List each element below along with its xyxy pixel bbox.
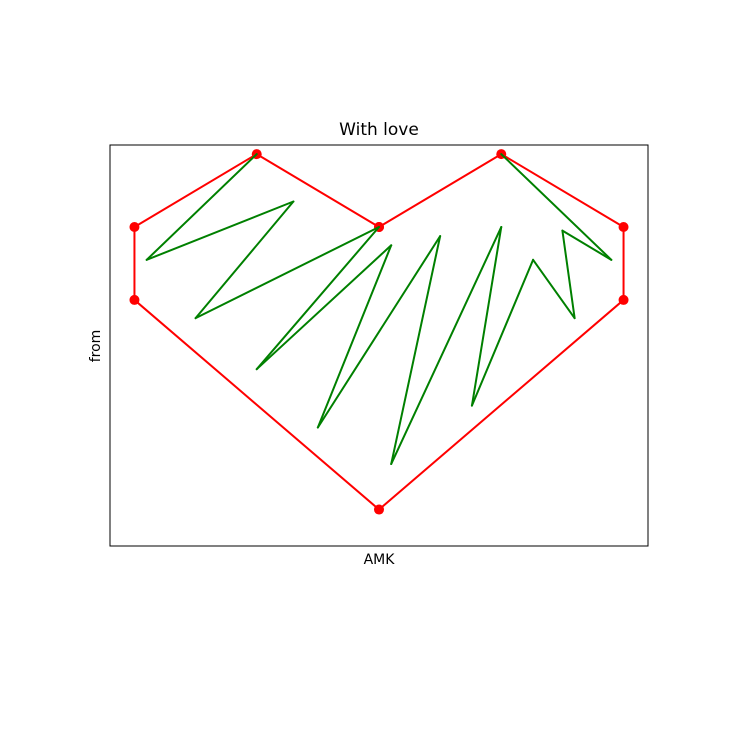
series-1-segment [561,229,613,261]
series-0-segment [133,298,380,511]
y-axis-label: from [88,330,104,363]
series-1-segment [561,229,576,320]
series-1-segment [145,200,295,261]
series-0-point [374,504,384,515]
series-1-segment [255,244,393,371]
series-1-segment [194,226,380,320]
plot-area [109,144,649,547]
series-1-segment [390,235,442,465]
series-0-point [618,294,629,305]
series-0-segment [500,153,625,229]
series-1-segment [145,153,258,261]
series-1-segment [316,235,442,429]
series-1-segment [194,200,295,320]
series-1-segment [532,258,576,320]
series-0-segment [378,153,503,229]
series-1-segment [255,226,380,371]
x-axis-label: AMK [364,552,396,568]
series-0-segment [378,298,625,511]
series-0-point [129,222,140,233]
series-1-segment [470,258,535,407]
series-1-segment [316,244,393,429]
series-0-point [618,222,629,233]
chart-title: With love [339,120,419,140]
series-0-point [129,294,140,305]
plot-frame [109,144,649,547]
series-layer [129,149,629,515]
series-1 [145,153,613,465]
series-0-segment [255,153,380,229]
series-1-segment [390,226,503,465]
series-1-segment [470,226,503,407]
series-0-segment [133,153,258,229]
series-1-segment [500,153,613,261]
